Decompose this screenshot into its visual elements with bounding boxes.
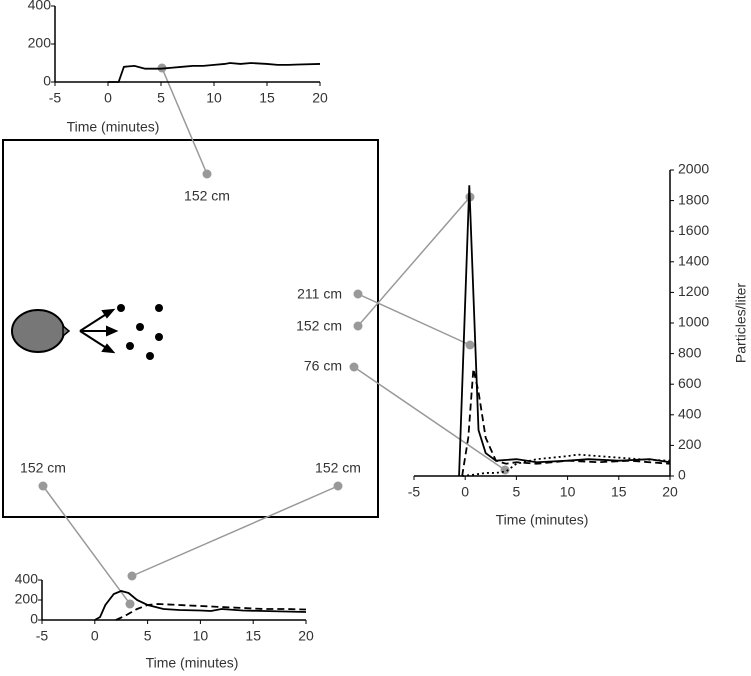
x-tick-label: 5 — [513, 484, 521, 500]
x-tick-label: 10 — [206, 90, 222, 106]
series-line — [94, 590, 307, 621]
x-axis-title: Time (minutes) — [496, 512, 589, 528]
distance-label: 152 cm — [296, 318, 342, 334]
distance-label: 76 cm — [304, 358, 342, 374]
y-tick-label: 400 — [15, 571, 39, 587]
distance-label: 152 cm — [315, 460, 361, 476]
x-tick-label: 20 — [662, 484, 678, 500]
y-tick-label: 0 — [678, 467, 686, 483]
distance-label: 152 cm — [20, 460, 66, 476]
y-tick-label: 0 — [30, 611, 38, 627]
room — [2, 139, 379, 518]
series-line — [458, 185, 671, 477]
series-line — [108, 62, 321, 83]
x-tick-label: -5 — [408, 484, 421, 500]
x-tick-label: 10 — [560, 484, 576, 500]
y-tick-label: 400 — [678, 406, 702, 422]
x-tick-label: 15 — [259, 90, 275, 106]
y-tick-label: 200 — [15, 591, 39, 607]
x-tick-label: -5 — [36, 628, 49, 644]
y-tick-label: 1800 — [678, 191, 709, 207]
x-tick-label: 0 — [461, 484, 469, 500]
distance-label: 152 cm — [184, 188, 230, 204]
x-tick-label: 5 — [144, 628, 152, 644]
connectors — [38, 63, 510, 609]
x-tick-label: 0 — [91, 628, 99, 644]
y-tick-label: 1200 — [678, 283, 709, 299]
y-tick-label: 200 — [28, 35, 52, 51]
y-tick-label: 400 — [28, 0, 52, 13]
x-axis-title: Time (minutes) — [67, 119, 160, 135]
x-tick-label: 20 — [298, 628, 314, 644]
y-tick-label: 1000 — [678, 314, 709, 330]
y-tick-label: 0 — [43, 73, 51, 89]
series-line — [461, 368, 671, 477]
y-axis-title: Particles/liter — [733, 283, 749, 363]
head — [11, 309, 71, 353]
x-tick-label: 15 — [611, 484, 627, 500]
series-line — [115, 603, 307, 621]
distance-label: 211 cm — [297, 286, 342, 302]
y-tick-label: 800 — [678, 344, 702, 360]
x-tick-label: -5 — [49, 90, 62, 106]
x-tick-label: 15 — [245, 628, 261, 644]
y-tick-label: 200 — [678, 436, 702, 452]
y-tick-label: 2000 — [678, 161, 709, 177]
series-line — [462, 453, 671, 477]
x-tick-label: 10 — [193, 628, 209, 644]
y-tick-label: 600 — [678, 375, 702, 391]
arrows — [79, 308, 119, 354]
y-tick-label: 1400 — [678, 253, 709, 269]
x-tick-label: 0 — [104, 90, 112, 106]
droplets — [117, 304, 163, 360]
x-tick-label: 5 — [157, 90, 165, 106]
x-axis-title: Time (minutes) — [146, 655, 239, 671]
x-tick-label: 20 — [312, 90, 328, 106]
y-tick-label: 1600 — [678, 222, 709, 238]
